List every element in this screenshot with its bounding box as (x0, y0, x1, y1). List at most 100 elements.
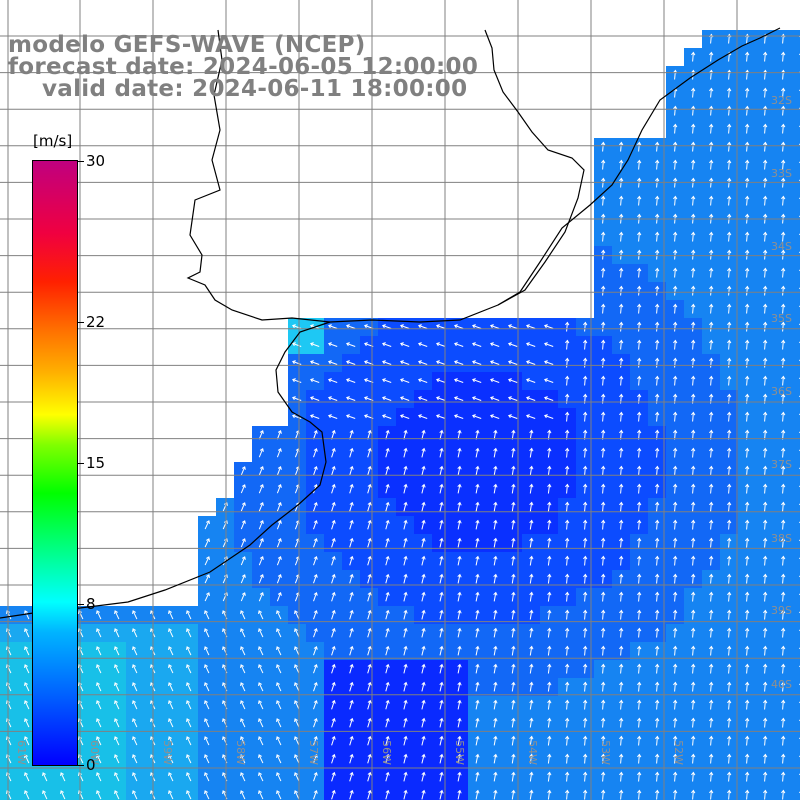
wind-arrow (764, 754, 766, 764)
colorbar-unit: [m/s] (33, 132, 73, 150)
wind-arrow-head (475, 537, 480, 542)
wind-arrow-head (364, 414, 368, 419)
wind-arrow-head (222, 700, 226, 704)
wind-arrow-head (526, 414, 530, 419)
wind-arrow-head (529, 591, 534, 596)
wind-arrow (746, 250, 748, 260)
wind-arrow-head (529, 645, 534, 650)
wind-arrow (602, 340, 604, 350)
wind-arrow-head (673, 285, 678, 290)
wind-arrow-head (475, 429, 480, 434)
wind-arrow-head (637, 501, 642, 506)
wind-arrow-head (132, 772, 136, 776)
wind-arrow (638, 574, 640, 584)
wind-arrow (656, 448, 658, 458)
wind-arrow-head (454, 414, 458, 419)
wind-arrow (746, 556, 748, 566)
wind-arrow (544, 361, 554, 365)
wind-arrow-head (673, 681, 678, 686)
wind-arrow-head (619, 285, 624, 290)
wind-arrow-head (78, 790, 82, 794)
wind-arrow-head (346, 378, 350, 383)
wind-arrow-head (331, 663, 336, 668)
wind-arrow (638, 592, 640, 602)
wind-arrow-head (547, 429, 552, 434)
wind-arrow-head (691, 285, 696, 290)
wind-arrow (674, 142, 676, 152)
wind-arrow-head (619, 483, 624, 488)
wind-arrow-head (475, 753, 480, 758)
wind-arrow (602, 700, 604, 710)
wind-arrow (313, 520, 317, 530)
wind-arrow-head (763, 231, 768, 236)
wind-arrow-head (547, 753, 552, 758)
wind-arrow (584, 682, 586, 692)
wind-arrow-head (583, 429, 588, 434)
wind-arrow (367, 664, 371, 674)
wind-arrow (602, 484, 604, 494)
wind-arrow (292, 379, 302, 383)
wind-arrow-head (763, 375, 768, 380)
wind-arrow (638, 376, 640, 386)
wind-arrow (382, 361, 392, 365)
wind-arrow-head (367, 663, 372, 668)
wind-arrow (382, 343, 392, 347)
wind-arrow (692, 448, 694, 458)
wind-arrow (710, 772, 712, 782)
wind-arrow (656, 772, 658, 782)
wind-arrow (782, 106, 784, 116)
wind-arrow-head (292, 324, 296, 329)
wind-arrow-head (60, 772, 64, 776)
wind-arrow (728, 628, 730, 638)
wind-arrow (656, 754, 658, 764)
wind-arrow-head (763, 303, 768, 308)
wind-arrow (367, 466, 371, 476)
wind-arrow (475, 736, 479, 746)
wind-arrow (240, 538, 246, 548)
wind-arrow-head (276, 772, 280, 776)
wind-speed-cell (792, 642, 800, 660)
wind-arrow-head (637, 141, 642, 146)
wind-arrow (656, 484, 658, 494)
wind-arrow-head (457, 555, 462, 560)
wind-arrow (240, 610, 246, 620)
wind-arrow-head (206, 520, 210, 524)
wind-speed-cell (288, 786, 306, 800)
wind-arrow-head (745, 771, 750, 776)
wind-arrow (421, 646, 425, 656)
wind-arrow (529, 484, 533, 494)
wind-arrow-head (691, 573, 696, 578)
wind-arrow (782, 430, 784, 440)
wind-arrow-head (223, 502, 228, 506)
wind-arrow-head (745, 213, 750, 218)
wind-arrow-head (364, 342, 368, 347)
wind-arrow-head (241, 502, 246, 506)
wind-arrow (656, 628, 658, 638)
wind-arrow-head (400, 360, 404, 365)
wind-arrow (764, 682, 766, 692)
wind-arrow-head (601, 465, 606, 470)
wind-arrow (529, 610, 533, 620)
wind-arrow-head (565, 699, 570, 704)
wind-arrow (638, 196, 640, 206)
wind-arrow (547, 682, 551, 692)
longitude-label: 55W (453, 740, 466, 765)
wind-arrow (114, 646, 120, 656)
colorbar-frame (32, 160, 78, 766)
wind-arrow (313, 574, 317, 584)
wind-arrow (566, 484, 568, 494)
wind-arrow (421, 556, 425, 566)
wind-arrow-head (313, 645, 318, 650)
wind-arrow-head (601, 555, 606, 560)
wind-arrow-head (781, 105, 786, 110)
wind-arrow-head (403, 609, 408, 614)
colorbar-label: 22 (86, 313, 106, 332)
wind-arrow (349, 736, 353, 746)
wind-arrow (475, 646, 479, 656)
wind-arrow (132, 754, 138, 764)
wind-arrow-head (96, 754, 100, 758)
wind-arrow (746, 430, 748, 440)
wind-arrow (240, 736, 246, 746)
wind-arrow-head (691, 357, 696, 362)
wind-arrow (204, 754, 210, 764)
